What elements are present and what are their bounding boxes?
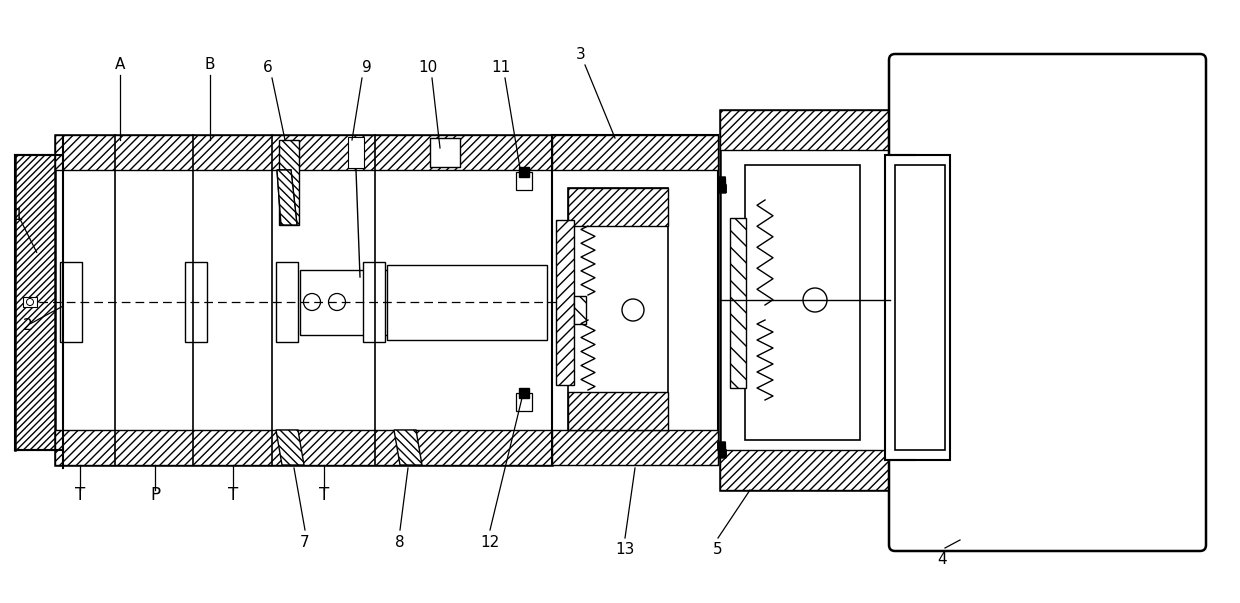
Text: 12: 12 <box>480 535 500 550</box>
Text: 4: 4 <box>937 552 947 567</box>
Text: 8: 8 <box>396 535 404 550</box>
Bar <box>885 155 950 460</box>
Bar <box>568 188 668 226</box>
Bar <box>720 110 890 150</box>
Text: 7: 7 <box>300 535 310 550</box>
FancyBboxPatch shape <box>889 54 1207 551</box>
Bar <box>279 140 299 225</box>
Text: T: T <box>228 486 238 504</box>
Bar <box>363 262 384 342</box>
Bar <box>552 135 718 465</box>
Text: P: P <box>150 486 160 504</box>
Bar <box>185 262 207 342</box>
Text: 5: 5 <box>713 542 723 557</box>
Text: T: T <box>74 486 86 504</box>
Bar <box>55 430 552 465</box>
Bar <box>348 137 365 168</box>
Bar <box>730 218 746 388</box>
Bar <box>24 297 37 307</box>
Bar <box>895 165 945 450</box>
Polygon shape <box>394 430 422 465</box>
Bar <box>60 262 82 342</box>
Bar <box>745 165 861 440</box>
Bar <box>552 430 718 465</box>
Bar <box>15 155 63 450</box>
Bar <box>556 220 574 385</box>
Bar <box>552 135 718 170</box>
Bar <box>720 110 890 490</box>
Text: 11: 11 <box>491 60 511 75</box>
Bar <box>277 262 298 342</box>
Bar <box>55 135 552 465</box>
Bar <box>516 172 532 190</box>
Bar <box>516 393 532 411</box>
Text: B: B <box>205 57 216 72</box>
Bar <box>568 392 668 430</box>
Bar <box>720 450 890 490</box>
Polygon shape <box>277 430 304 465</box>
Bar <box>574 296 587 324</box>
Text: 9: 9 <box>362 60 372 75</box>
Text: 1: 1 <box>14 207 22 223</box>
Text: T: T <box>319 486 329 504</box>
Text: 2: 2 <box>24 318 32 332</box>
Text: 10: 10 <box>418 60 438 75</box>
Bar <box>387 265 547 340</box>
Bar <box>430 138 460 167</box>
Bar <box>55 135 552 170</box>
Text: 3: 3 <box>577 47 585 62</box>
Polygon shape <box>277 170 298 225</box>
Text: 13: 13 <box>615 542 635 557</box>
Text: 6: 6 <box>263 60 273 75</box>
Polygon shape <box>277 170 298 225</box>
Bar <box>300 270 391 335</box>
Text: A: A <box>115 57 125 72</box>
Bar <box>568 188 668 430</box>
